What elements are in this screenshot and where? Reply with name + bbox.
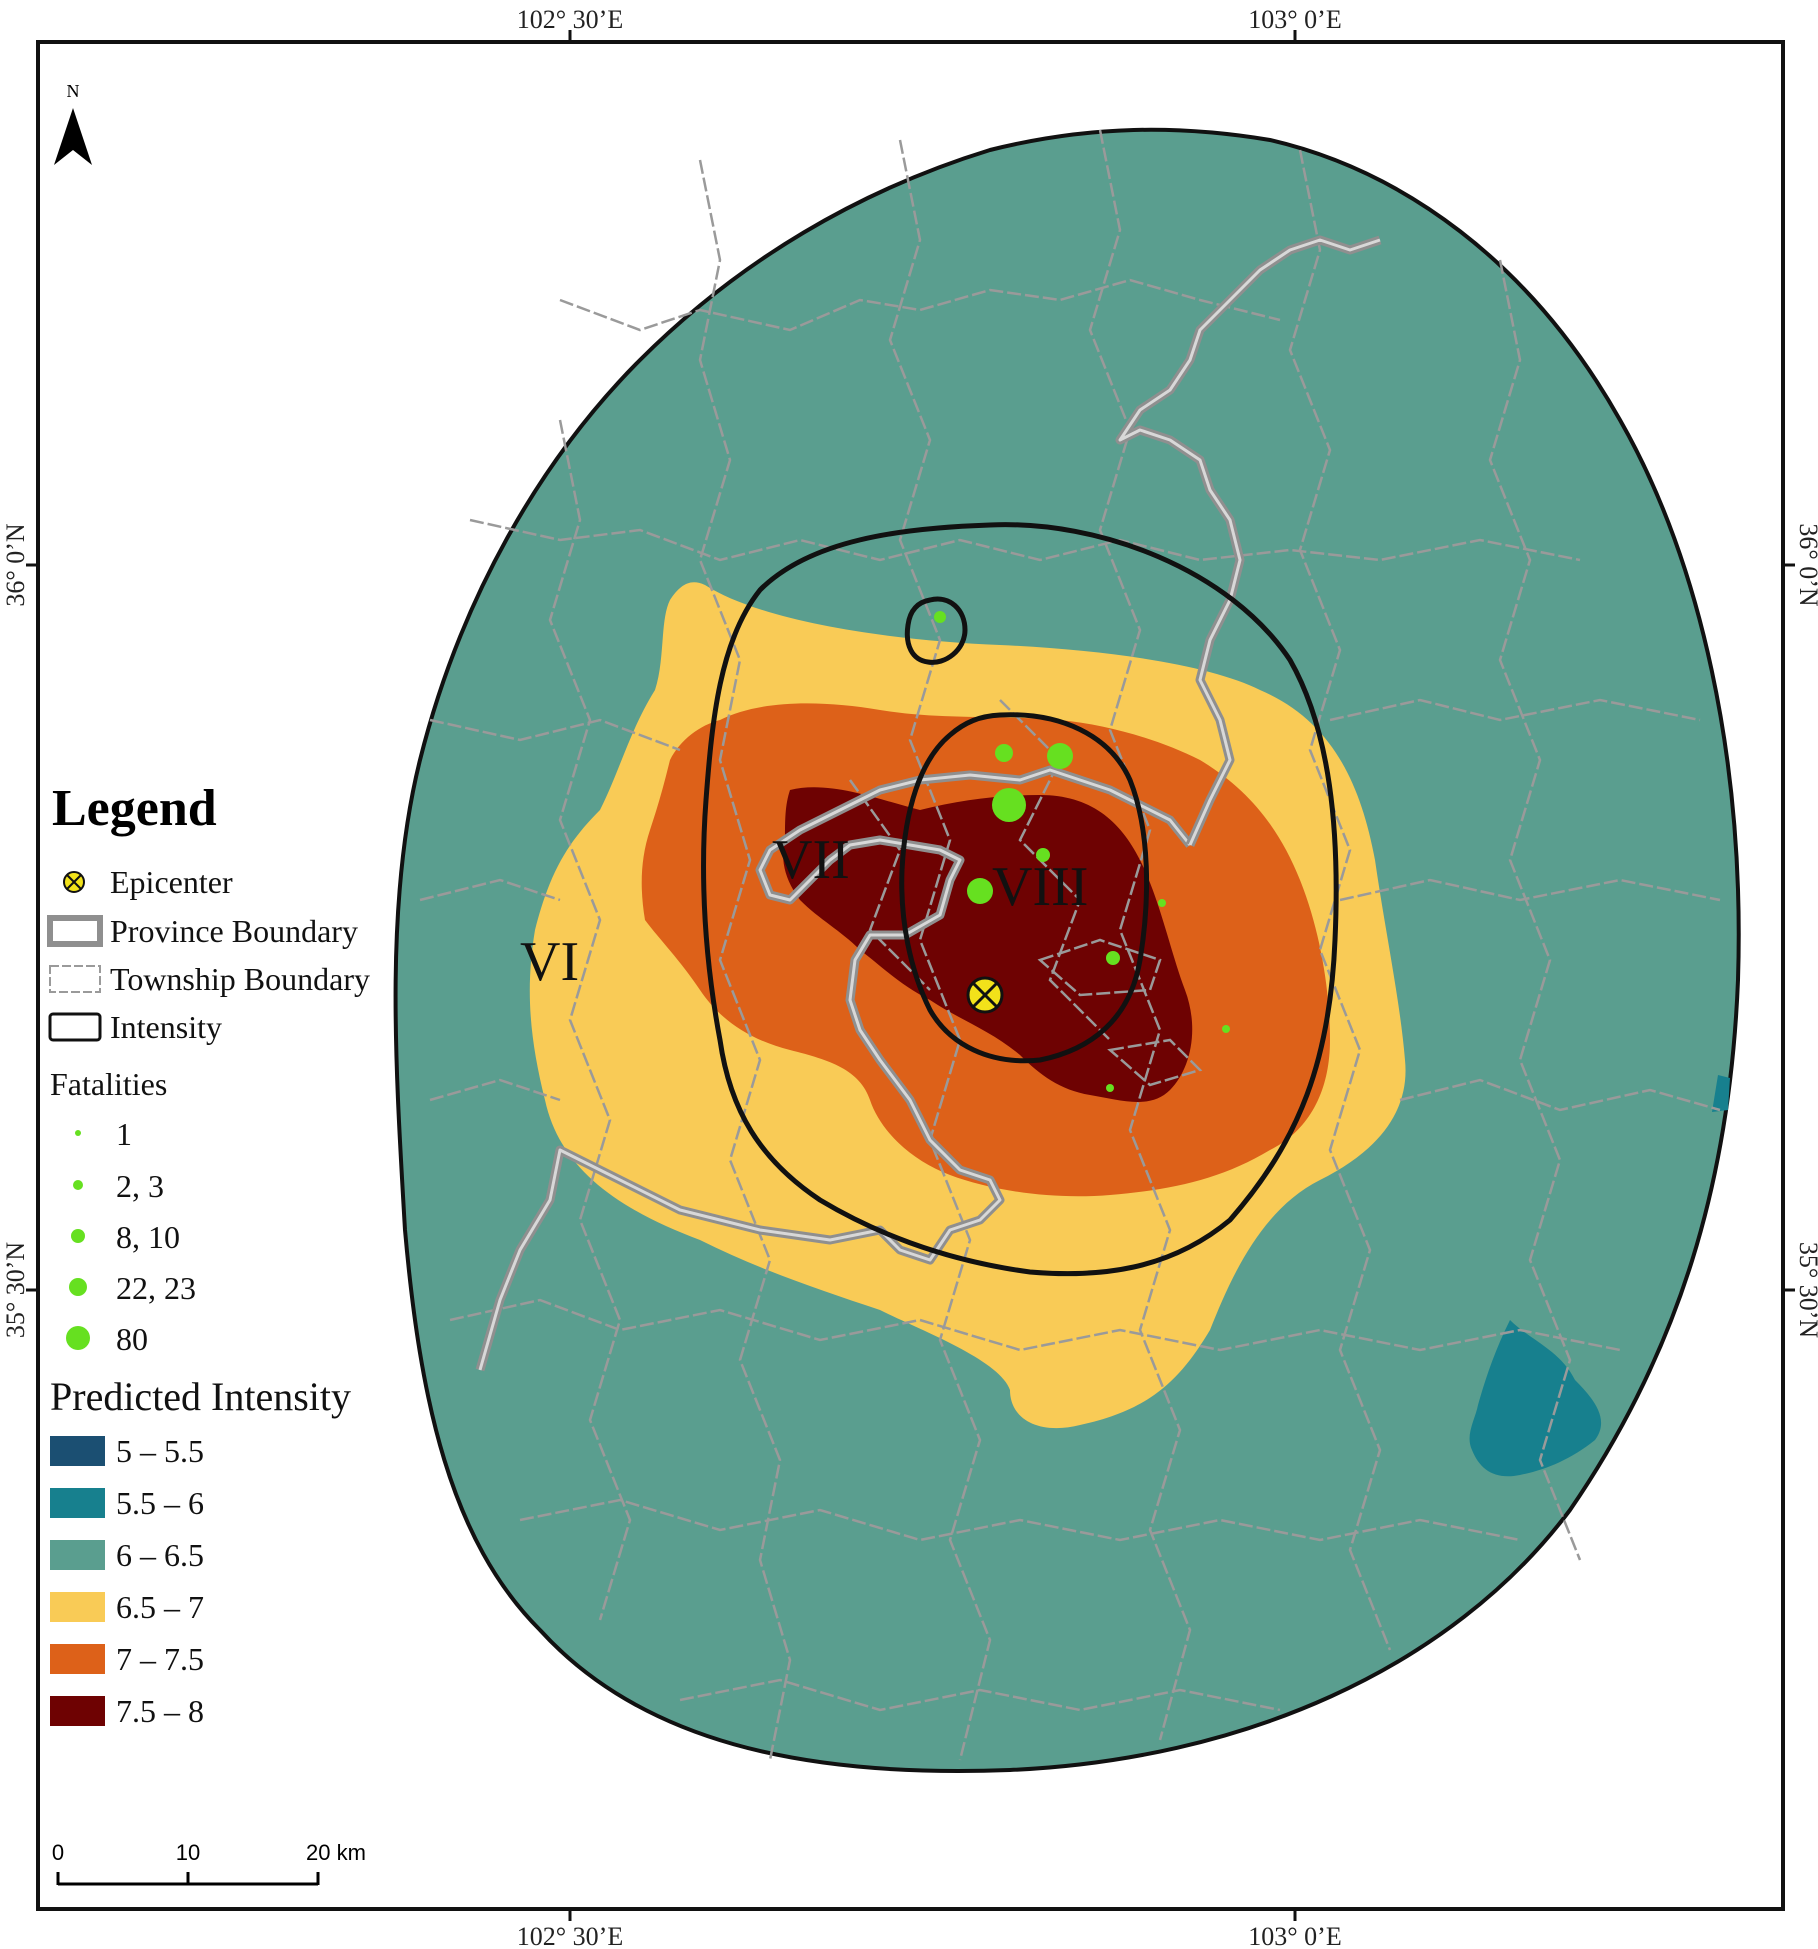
intensity-line-vi — [701, 522, 1339, 1277]
legend-fatality-symbol-2 — [73, 1180, 83, 1190]
fatality-point — [1106, 951, 1120, 965]
coord-right-2: 35° 30’N — [1794, 1242, 1818, 1339]
fatality-points — [934, 611, 1230, 1092]
region-intensity-5.5-6-east — [1712, 1075, 1730, 1112]
coord-right-1: 36° 0’N — [1794, 523, 1818, 607]
fatality-point — [967, 878, 993, 904]
legend-intensity-class-label-4: 6.5 – 7 — [116, 1589, 204, 1625]
region-intensity-7.5-8 — [783, 787, 1193, 1102]
isoseismal-label-vi: VI — [520, 931, 579, 993]
intensity-lines — [701, 522, 1339, 1277]
legend-intensity-class-swatch-1 — [50, 1436, 105, 1466]
legend-township-boundary-label: Township Boundary — [110, 961, 370, 997]
legend-intensity-class-swatch-6 — [50, 1696, 105, 1726]
north-arrow-icon: N — [54, 81, 92, 165]
legend-intensity-class-swatch-3 — [50, 1540, 105, 1570]
legend-intensity-class-swatch-2 — [50, 1488, 105, 1518]
fatality-point — [1036, 848, 1050, 862]
legend-fatality-symbol-3 — [71, 1229, 85, 1243]
legend-province-boundary-label: Province Boundary — [110, 913, 358, 949]
isoseismal-label-vii: VII — [772, 829, 850, 891]
scale-tick-label-10: 10 — [176, 1840, 200, 1865]
svg-text:N: N — [67, 81, 80, 101]
legend-fatality-label-5: 80 — [116, 1321, 148, 1357]
legend-intensity-class-label-5: 7 – 7.5 — [116, 1641, 204, 1677]
coord-bottom-2: 103° 0’E — [1248, 1922, 1341, 1949]
legend-fatality-symbol-4 — [69, 1278, 87, 1296]
fatality-point — [1106, 1084, 1114, 1092]
legend-intensity-class-label-6: 7.5 – 8 — [116, 1693, 204, 1729]
intensity-line-vii-north — [904, 596, 968, 665]
legend-predicted-intensity-title: Predicted Intensity — [50, 1374, 351, 1419]
legend-fatality-label-4: 22, 23 — [116, 1270, 196, 1306]
legend-intensity-class-swatch-4 — [50, 1592, 105, 1622]
fatality-point — [1222, 1025, 1230, 1033]
coord-left-1: 36° 0’N — [1, 523, 30, 607]
province-boundary — [475, 235, 1382, 1372]
legend-intensity-class-swatch-5 — [50, 1644, 105, 1674]
scale-bar: 0 10 20 km — [52, 1840, 366, 1886]
fatality-point — [992, 788, 1026, 822]
legend-epicenter-icon — [63, 871, 85, 893]
legend-epicenter-label: Epicenter — [110, 864, 233, 900]
fatality-point — [995, 744, 1013, 762]
fatality-point — [1158, 899, 1166, 907]
frame-ticks — [26, 30, 1795, 1921]
legend-fatality-label-1: 1 — [116, 1116, 132, 1152]
epicenter-marker — [966, 976, 1004, 1014]
fatality-point — [1047, 743, 1073, 769]
legend-fatality-symbol-1 — [75, 1130, 81, 1136]
legend-fatality-label-2: 2, 3 — [116, 1168, 164, 1204]
legend-fatality-label-3: 8, 10 — [116, 1219, 180, 1255]
legend-intensity-class-label-2: 5.5 – 6 — [116, 1485, 204, 1521]
isoseismal-label-viii: VIII — [992, 856, 1088, 918]
intensity-line-vii — [899, 712, 1150, 1064]
legend-intensity-label: Intensity — [110, 1009, 222, 1045]
legend-fatality-symbol-5 — [66, 1326, 90, 1350]
scale-tick-label-0: 0 — [52, 1840, 64, 1865]
township-boundaries — [419, 129, 1721, 1761]
fatality-point — [934, 611, 946, 623]
legend: Legend Epicenter Province Boundary Towns… — [47, 780, 370, 1729]
legend-title: Legend — [52, 780, 217, 837]
coord-bottom-1: 102° 30’E — [517, 1922, 623, 1949]
scale-tick-label-20: 20 km — [306, 1840, 366, 1865]
coord-top-1: 102° 30’E — [517, 5, 623, 34]
legend-intensity-class-label-3: 6 – 6.5 — [116, 1537, 204, 1573]
legend-township-boundary-swatch — [49, 965, 101, 993]
legend-province-boundary-swatch — [47, 915, 103, 947]
legend-intensity-swatch — [48, 1012, 102, 1042]
legend-fatalities-title: Fatalities — [50, 1066, 167, 1102]
legend-intensity-class-label-1: 5 – 5.5 — [116, 1433, 204, 1469]
region-intensity-5.5-6 — [1469, 1320, 1602, 1477]
coord-left-2: 35° 30’N — [1, 1242, 30, 1339]
coord-top-2: 103° 0’E — [1248, 5, 1341, 34]
